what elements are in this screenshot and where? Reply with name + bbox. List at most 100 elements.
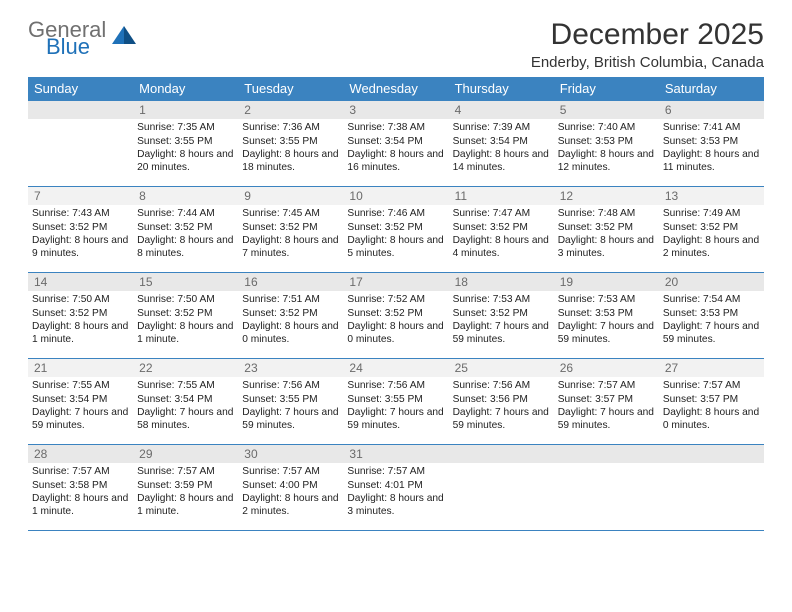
- daylight-line: Daylight: 8 hours and 3 minutes.: [347, 492, 444, 519]
- sunset-line: Sunset: 4:01 PM: [347, 479, 444, 492]
- daylight-line: Daylight: 8 hours and 18 minutes.: [242, 148, 339, 175]
- day-info: Sunrise: 7:57 AMSunset: 3:58 PMDaylight:…: [28, 463, 133, 518]
- weekday-header: Friday: [554, 77, 659, 101]
- sunrise-line: Sunrise: 7:43 AM: [32, 207, 129, 220]
- daylight-line: Daylight: 8 hours and 7 minutes.: [242, 234, 339, 261]
- sunrise-line: Sunrise: 7:49 AM: [663, 207, 760, 220]
- sunrise-line: Sunrise: 7:47 AM: [453, 207, 550, 220]
- day-number-empty: [28, 101, 133, 119]
- day-info: Sunrise: 7:57 AMSunset: 3:57 PMDaylight:…: [554, 377, 659, 432]
- day-info: Sunrise: 7:38 AMSunset: 3:54 PMDaylight:…: [343, 119, 448, 174]
- sunrise-line: Sunrise: 7:54 AM: [663, 293, 760, 306]
- sunset-line: Sunset: 3:52 PM: [453, 221, 550, 234]
- calendar-day-empty: [659, 445, 764, 531]
- weekday-header: Sunday: [28, 77, 133, 101]
- sunset-line: Sunset: 3:54 PM: [137, 393, 234, 406]
- day-number: 17: [343, 273, 448, 291]
- day-number: 9: [238, 187, 343, 205]
- calendar-head: SundayMondayTuesdayWednesdayThursdayFrid…: [28, 77, 764, 101]
- calendar-week: 7Sunrise: 7:43 AMSunset: 3:52 PMDaylight…: [28, 187, 764, 273]
- daylight-line: Daylight: 8 hours and 8 minutes.: [137, 234, 234, 261]
- daylight-line: Daylight: 8 hours and 9 minutes.: [32, 234, 129, 261]
- daylight-line: Daylight: 8 hours and 16 minutes.: [347, 148, 444, 175]
- sunset-line: Sunset: 3:52 PM: [453, 307, 550, 320]
- sunrise-line: Sunrise: 7:48 AM: [558, 207, 655, 220]
- day-info: Sunrise: 7:36 AMSunset: 3:55 PMDaylight:…: [238, 119, 343, 174]
- calendar-day: 20Sunrise: 7:54 AMSunset: 3:53 PMDayligh…: [659, 273, 764, 359]
- calendar-day: 5Sunrise: 7:40 AMSunset: 3:53 PMDaylight…: [554, 101, 659, 187]
- day-info: Sunrise: 7:54 AMSunset: 3:53 PMDaylight:…: [659, 291, 764, 346]
- sunrise-line: Sunrise: 7:57 AM: [663, 379, 760, 392]
- day-info: Sunrise: 7:47 AMSunset: 3:52 PMDaylight:…: [449, 205, 554, 260]
- weekday-header: Saturday: [659, 77, 764, 101]
- sunrise-line: Sunrise: 7:56 AM: [242, 379, 339, 392]
- calendar-day: 17Sunrise: 7:52 AMSunset: 3:52 PMDayligh…: [343, 273, 448, 359]
- sunset-line: Sunset: 3:59 PM: [137, 479, 234, 492]
- day-number: 11: [449, 187, 554, 205]
- day-number: 19: [554, 273, 659, 291]
- calendar-day: 28Sunrise: 7:57 AMSunset: 3:58 PMDayligh…: [28, 445, 133, 531]
- day-number: 2: [238, 101, 343, 119]
- calendar-day: 16Sunrise: 7:51 AMSunset: 3:52 PMDayligh…: [238, 273, 343, 359]
- day-number: 6: [659, 101, 764, 119]
- daylight-line: Daylight: 8 hours and 0 minutes.: [347, 320, 444, 347]
- sunset-line: Sunset: 3:54 PM: [32, 393, 129, 406]
- sunrise-line: Sunrise: 7:39 AM: [453, 121, 550, 134]
- day-info: Sunrise: 7:50 AMSunset: 3:52 PMDaylight:…: [28, 291, 133, 346]
- sunset-line: Sunset: 3:54 PM: [453, 135, 550, 148]
- daylight-line: Daylight: 8 hours and 1 minute.: [137, 492, 234, 519]
- weekday-row: SundayMondayTuesdayWednesdayThursdayFrid…: [28, 77, 764, 101]
- sunrise-line: Sunrise: 7:55 AM: [137, 379, 234, 392]
- calendar-day: 7Sunrise: 7:43 AMSunset: 3:52 PMDaylight…: [28, 187, 133, 273]
- calendar-day-empty: [28, 101, 133, 187]
- sunrise-line: Sunrise: 7:50 AM: [137, 293, 234, 306]
- sunset-line: Sunset: 3:53 PM: [663, 135, 760, 148]
- sunrise-line: Sunrise: 7:56 AM: [347, 379, 444, 392]
- daylight-line: Daylight: 8 hours and 4 minutes.: [453, 234, 550, 261]
- calendar-day: 3Sunrise: 7:38 AMSunset: 3:54 PMDaylight…: [343, 101, 448, 187]
- sunset-line: Sunset: 3:52 PM: [558, 221, 655, 234]
- sunset-line: Sunset: 3:55 PM: [347, 393, 444, 406]
- calendar-day: 30Sunrise: 7:57 AMSunset: 4:00 PMDayligh…: [238, 445, 343, 531]
- sunset-line: Sunset: 3:57 PM: [558, 393, 655, 406]
- day-number: 30: [238, 445, 343, 463]
- calendar-day: 29Sunrise: 7:57 AMSunset: 3:59 PMDayligh…: [133, 445, 238, 531]
- sunrise-line: Sunrise: 7:38 AM: [347, 121, 444, 134]
- sunrise-line: Sunrise: 7:57 AM: [137, 465, 234, 478]
- sunset-line: Sunset: 3:52 PM: [242, 307, 339, 320]
- sunrise-line: Sunrise: 7:57 AM: [558, 379, 655, 392]
- calendar-table: SundayMondayTuesdayWednesdayThursdayFrid…: [28, 77, 764, 531]
- sunset-line: Sunset: 3:53 PM: [558, 307, 655, 320]
- sunrise-line: Sunrise: 7:44 AM: [137, 207, 234, 220]
- day-info: Sunrise: 7:40 AMSunset: 3:53 PMDaylight:…: [554, 119, 659, 174]
- daylight-line: Daylight: 7 hours and 59 minutes.: [453, 406, 550, 433]
- day-number: 25: [449, 359, 554, 377]
- sunrise-line: Sunrise: 7:53 AM: [453, 293, 550, 306]
- day-info: Sunrise: 7:49 AMSunset: 3:52 PMDaylight:…: [659, 205, 764, 260]
- day-number: 28: [28, 445, 133, 463]
- day-number: 31: [343, 445, 448, 463]
- sunset-line: Sunset: 3:53 PM: [558, 135, 655, 148]
- day-info: Sunrise: 7:57 AMSunset: 3:57 PMDaylight:…: [659, 377, 764, 432]
- calendar-day: 4Sunrise: 7:39 AMSunset: 3:54 PMDaylight…: [449, 101, 554, 187]
- sunset-line: Sunset: 3:52 PM: [347, 307, 444, 320]
- location-subtitle: Enderby, British Columbia, Canada: [531, 54, 764, 71]
- calendar-body: 1Sunrise: 7:35 AMSunset: 3:55 PMDaylight…: [28, 101, 764, 531]
- sunrise-line: Sunrise: 7:56 AM: [453, 379, 550, 392]
- day-number: 13: [659, 187, 764, 205]
- sunset-line: Sunset: 3:55 PM: [242, 393, 339, 406]
- sunset-line: Sunset: 3:52 PM: [32, 221, 129, 234]
- daylight-line: Daylight: 8 hours and 2 minutes.: [242, 492, 339, 519]
- sunrise-line: Sunrise: 7:50 AM: [32, 293, 129, 306]
- day-info: Sunrise: 7:43 AMSunset: 3:52 PMDaylight:…: [28, 205, 133, 260]
- logo-mark-icon: [110, 22, 138, 55]
- sunset-line: Sunset: 3:53 PM: [663, 307, 760, 320]
- day-info: Sunrise: 7:51 AMSunset: 3:52 PMDaylight:…: [238, 291, 343, 346]
- day-info: Sunrise: 7:56 AMSunset: 3:55 PMDaylight:…: [238, 377, 343, 432]
- sunset-line: Sunset: 3:52 PM: [137, 221, 234, 234]
- day-info: Sunrise: 7:44 AMSunset: 3:52 PMDaylight:…: [133, 205, 238, 260]
- daylight-line: Daylight: 8 hours and 5 minutes.: [347, 234, 444, 261]
- day-info: Sunrise: 7:35 AMSunset: 3:55 PMDaylight:…: [133, 119, 238, 174]
- day-info: Sunrise: 7:57 AMSunset: 4:01 PMDaylight:…: [343, 463, 448, 518]
- daylight-line: Daylight: 8 hours and 0 minutes.: [242, 320, 339, 347]
